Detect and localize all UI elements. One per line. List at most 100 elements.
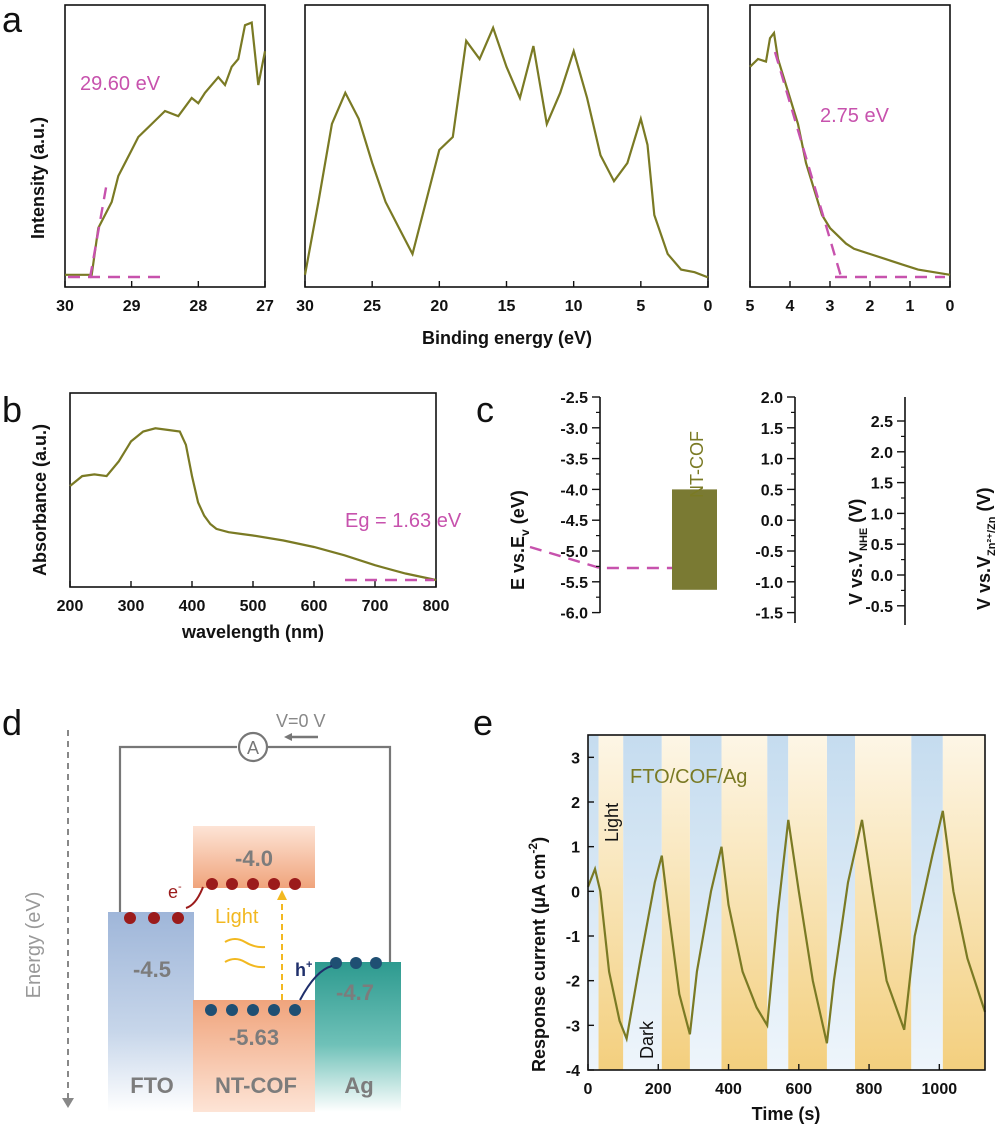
c-axis-3-tick-label: 2.5 (871, 414, 893, 431)
c-axis-2-tick-label: 0.0 (761, 513, 783, 530)
b-fit-slope (529, 545, 690, 570)
b-tick-label: 300 (118, 598, 145, 615)
panel-e: 0 200 400 600 800 1000 3 2 1 0 -1 -2 -3 -4 FTO/COF/Ag… (526, 734, 987, 1124)
e-x-tick-label: 1000 (922, 1081, 958, 1098)
c-axis-1-tick-label: -2.5 (560, 390, 588, 407)
e-x-tick-label: 600 (785, 1081, 812, 1098)
e-y-tick-label: 1 (571, 840, 580, 857)
e-title: FTO/COF/Ag (630, 766, 747, 788)
a3-fit-slope (773, 51, 844, 281)
c-axis-3-tick-label: 1.5 (871, 476, 893, 493)
cof-valence-band (193, 1000, 315, 1112)
circuit-wire-left (118, 745, 237, 912)
a1-tick-label: 30 (56, 298, 74, 315)
holes (205, 957, 382, 1016)
cof-conduction-band (193, 826, 315, 888)
c-axis-3-label: V vs.VZn²⁺/Zn (V) (974, 488, 998, 610)
fto-block (108, 912, 194, 1112)
a1-curve (65, 21, 267, 276)
a2-tick-label: 15 (498, 298, 516, 315)
e-frame (587, 734, 986, 1071)
c-axis-2-tick-label: 1.5 (761, 421, 783, 438)
fto-label: FTO (130, 1073, 174, 1098)
b-tick-label: 500 (240, 598, 267, 615)
c-axis-2-tick-label: -1.5 (755, 606, 783, 623)
c-axis-2-label: V vs.VNHE (V) (846, 499, 870, 605)
hole-transfer-arrow (299, 965, 333, 1001)
light-ray-1 (224, 938, 266, 949)
panel-c: -2.5 -3.0 -3.5 -4.0 -4.5 -5.0 -5.5 -6.0 2.0 1.5 1.… (508, 390, 998, 625)
c-axis-3-tick-label: 0.0 (871, 568, 893, 585)
electron-label: e- (168, 881, 182, 902)
e-x-tick-label: 200 (645, 1081, 672, 1098)
a-ylabel: Intensity (a.u.) (28, 117, 48, 239)
ag-label: Ag (344, 1073, 373, 1098)
c-axis-2-tick-label: -1.0 (755, 575, 783, 592)
nt-cof-bar-label: NT-COF (687, 431, 707, 498)
b-tick-label: 800 (423, 598, 450, 615)
c-axis-2-tick-label: 1.0 (761, 452, 783, 469)
c-axis-3-tick-label: 2.0 (871, 445, 893, 462)
e-light-band (767, 735, 789, 1070)
e-curve (586, 810, 987, 1044)
e-ylabel: Response current (μA cm-2) (526, 837, 549, 1072)
a3-tick-label: 4 (786, 298, 795, 315)
panel-b: Absorbance (a.u.) 200 300 400 500 600 700 800 … (30, 392, 690, 642)
b-frame (69, 392, 437, 588)
excitation-arrowhead (277, 890, 287, 900)
panel-label-e: e (473, 702, 493, 743)
ag-block (315, 962, 401, 1112)
c-axis-1-tick-label: -5.5 (560, 575, 588, 592)
panel-label-b: b (2, 389, 22, 430)
b-ylabel: Absorbance (a.u.) (30, 424, 50, 576)
b-tick-label: 400 (179, 598, 206, 615)
light-ray-2 (224, 958, 266, 969)
c-axis-1-tick-label: -6.0 (560, 606, 588, 623)
light-label: Light (215, 906, 259, 928)
e-light-band (623, 735, 662, 1070)
b-tick-label: 700 (362, 598, 389, 615)
c-axis-2-tick-label: 0.5 (761, 482, 783, 499)
cof-cb-level: -4.0 (235, 846, 273, 871)
panel-a: Intensity (a.u.) 30 29 28 27 30 25 20 15 10 5 0 5 4 3… (28, 4, 955, 348)
circuit-wire-right (268, 745, 392, 962)
a3-tick-label: 5 (746, 298, 755, 315)
c-axis-3-tick-label: 1.0 (871, 506, 893, 523)
panel-d: Energy (eV) A V=0 V -4.5 -4.0 -5.63 -4.7… (23, 711, 401, 1112)
e-dark-band (855, 735, 912, 1070)
e-y-tick-label: -4 (566, 1063, 580, 1080)
a2-tick-label: 30 (296, 298, 314, 315)
a3-tick-label: 0 (946, 298, 955, 315)
ammeter-icon (237, 731, 269, 763)
a3-curve (749, 30, 951, 276)
voltage-label: V=0 V (276, 711, 326, 731)
e-y-tick-label: 2 (571, 795, 580, 812)
e-xlabel: Time (s) (752, 1104, 821, 1124)
e-y-tick-label: 0 (571, 884, 580, 901)
c-axis-1-tick-label: -3.0 (560, 421, 588, 438)
energy-arrowhead (62, 1098, 74, 1108)
e-light-band (911, 735, 943, 1070)
electrons (124, 878, 301, 924)
a3-frame (749, 4, 951, 288)
e-dark-band (942, 735, 985, 1070)
e-light-band (689, 735, 722, 1070)
ag-level: -4.7 (336, 980, 374, 1005)
c-axis-1-tick-label: -4.0 (560, 482, 588, 499)
a1-fit-slope (88, 181, 109, 279)
c-axis-3-tick-label: 0.5 (871, 537, 893, 554)
a2-curve (303, 24, 709, 279)
e-x-tick-label: 400 (715, 1081, 742, 1098)
b-xlabel: wavelength (nm) (181, 622, 324, 642)
hole-label: h+ (295, 959, 312, 980)
a3-tick-label: 3 (826, 298, 835, 315)
a3-tick-label: 1 (906, 298, 915, 315)
ammeter-label: A (247, 738, 259, 758)
c-axis-2-tick-label: 2.0 (761, 390, 783, 407)
e-x-tick-label: 0 (584, 1081, 593, 1098)
c-axis-1-tick-label: -5.0 (560, 544, 588, 561)
panel-label-c: c (476, 389, 494, 430)
c-axis-2-tick-label: -0.5 (755, 544, 783, 561)
b-tick-label: 200 (57, 598, 84, 615)
c-axis-1-tick-label: -3.5 (560, 452, 588, 469)
